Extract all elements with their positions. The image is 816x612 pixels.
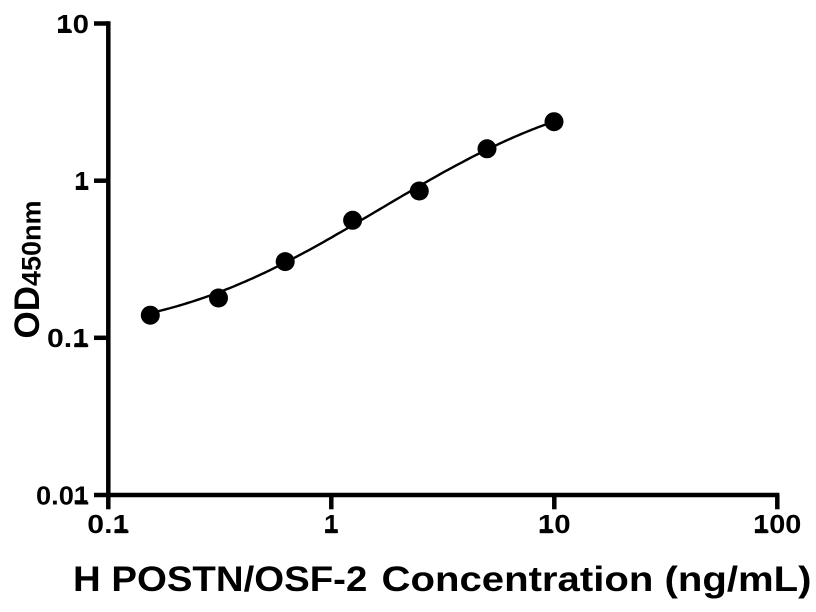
svg-text:0.01: 0.01	[36, 480, 89, 510]
svg-text:1: 1	[75, 166, 89, 196]
svg-text:H POSTN/OSF-2: H POSTN/OSF-2	[73, 560, 367, 599]
svg-text:0.1: 0.1	[87, 509, 129, 539]
svg-text:OD450nm: OD450nm	[8, 200, 47, 338]
svg-text:100: 100	[753, 509, 801, 539]
svg-text:10: 10	[538, 509, 571, 539]
svg-text:Concentration (ng/mL): Concentration (ng/mL)	[382, 560, 812, 599]
svg-text:1: 1	[324, 509, 338, 539]
svg-text:10: 10	[56, 9, 89, 39]
svg-text:0.1: 0.1	[47, 323, 89, 353]
